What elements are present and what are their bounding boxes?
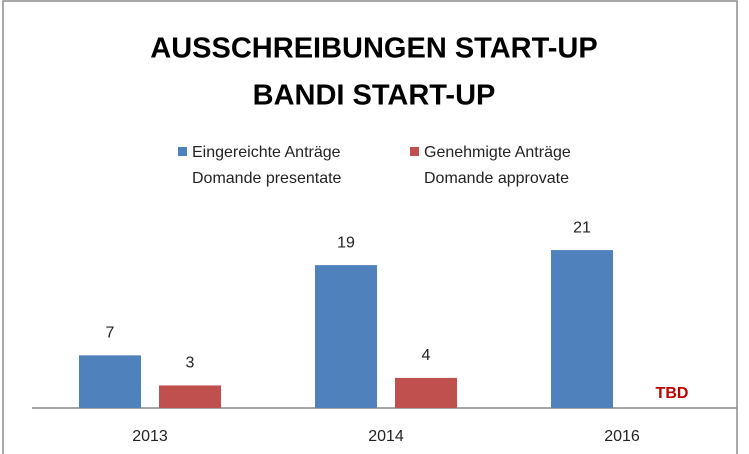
x-tick-label: 2013 xyxy=(132,428,168,445)
value-label: 19 xyxy=(337,234,355,251)
legend-label: Domande presentate xyxy=(192,170,342,187)
value-label: 7 xyxy=(106,325,115,342)
x-tick-label: 2014 xyxy=(368,428,404,445)
legend-label: Eingereichte Anträge xyxy=(192,144,341,161)
bar xyxy=(315,265,377,408)
chart-title: AUSSCHREIBUNGEN START-UP xyxy=(150,33,597,65)
value-label: 21 xyxy=(573,219,591,236)
value-label: 4 xyxy=(422,347,431,364)
legend-label: Genehmigte Anträge xyxy=(424,144,571,161)
legend-swatch xyxy=(178,147,187,156)
bar xyxy=(79,355,141,408)
x-tick-label: 2016 xyxy=(604,428,640,445)
bar xyxy=(395,377,457,408)
bar xyxy=(551,250,613,408)
chart-title: BANDI START-UP xyxy=(253,80,496,112)
bar xyxy=(159,385,221,408)
legend-label: Domande approvate xyxy=(424,170,569,187)
legend-swatch xyxy=(410,147,419,156)
value-label: 3 xyxy=(186,355,195,372)
value-label: TBD xyxy=(656,385,689,402)
